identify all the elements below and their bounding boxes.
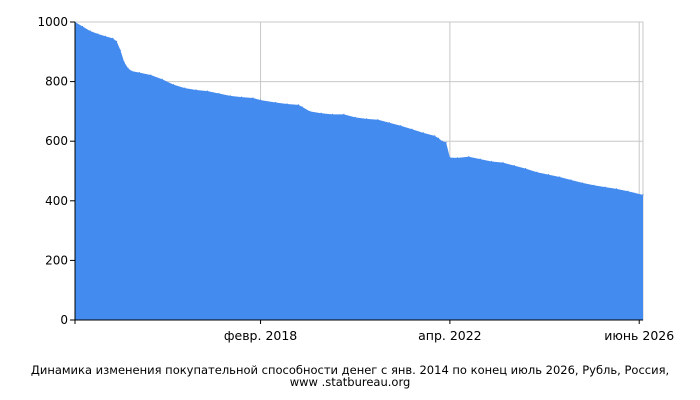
data-point bbox=[297, 104, 300, 106]
data-point bbox=[581, 182, 584, 184]
data-point bbox=[97, 33, 99, 35]
data-point bbox=[441, 140, 443, 142]
data-point bbox=[627, 190, 629, 192]
chart-caption: Динамика изменения покупательной способн… bbox=[30, 363, 670, 389]
data-point bbox=[184, 87, 186, 89]
data-point bbox=[161, 78, 163, 80]
data-point bbox=[343, 113, 345, 115]
data-point bbox=[301, 106, 303, 108]
data-point bbox=[513, 165, 515, 167]
data-point bbox=[525, 168, 527, 170]
y-tick-label: 1000 bbox=[37, 15, 68, 29]
data-point bbox=[252, 97, 254, 99]
data-point bbox=[309, 110, 311, 112]
data-point bbox=[449, 156, 451, 159]
data-point bbox=[172, 83, 175, 86]
data-point bbox=[206, 90, 209, 92]
data-point bbox=[536, 171, 538, 173]
data-point bbox=[502, 162, 504, 164]
data-point bbox=[456, 157, 459, 159]
x-tick-label: апр. 2022 bbox=[418, 328, 482, 343]
data-point bbox=[119, 49, 122, 51]
data-point bbox=[422, 132, 424, 134]
data-point bbox=[445, 141, 447, 143]
data-point bbox=[437, 137, 440, 139]
y-tick-label: 0 bbox=[60, 313, 68, 327]
data-point bbox=[615, 188, 618, 190]
data-point bbox=[241, 96, 243, 98]
data-point bbox=[354, 116, 356, 118]
data-point bbox=[642, 194, 644, 196]
data-point bbox=[377, 119, 379, 121]
area-series bbox=[75, 22, 643, 320]
data-point bbox=[468, 156, 470, 158]
data-point bbox=[593, 184, 595, 186]
data-point bbox=[286, 103, 288, 105]
data-point bbox=[81, 25, 84, 28]
data-point bbox=[116, 40, 118, 42]
x-tick-label: июнь 2026 bbox=[604, 328, 674, 343]
data-point bbox=[138, 72, 140, 74]
data-point bbox=[320, 112, 322, 114]
data-point bbox=[411, 128, 413, 130]
data-point bbox=[123, 61, 125, 63]
data-point bbox=[112, 37, 114, 39]
data-point bbox=[229, 95, 231, 97]
y-tick-label: 200 bbox=[45, 253, 68, 267]
data-point bbox=[479, 158, 481, 160]
data-point bbox=[275, 101, 277, 104]
data-point bbox=[365, 118, 368, 120]
y-tick-label: 600 bbox=[45, 134, 68, 148]
y-tick-label: 800 bbox=[45, 75, 68, 89]
y-tick-label: 400 bbox=[45, 194, 68, 208]
data-point bbox=[259, 99, 262, 101]
data-point bbox=[150, 74, 152, 76]
data-point bbox=[434, 135, 436, 137]
data-point bbox=[195, 89, 197, 91]
data-point bbox=[559, 176, 561, 178]
x-tick-label: февр. 2018 bbox=[224, 328, 297, 343]
data-point bbox=[331, 113, 334, 115]
data-point bbox=[104, 35, 106, 37]
data-point bbox=[218, 92, 220, 95]
data-point bbox=[131, 70, 133, 72]
data-point bbox=[388, 122, 390, 124]
data-point bbox=[89, 30, 91, 32]
data-point bbox=[604, 186, 606, 188]
data-point bbox=[570, 179, 572, 181]
data-point bbox=[490, 160, 493, 163]
data-point bbox=[547, 173, 549, 176]
data-point bbox=[127, 67, 129, 69]
data-point bbox=[400, 125, 402, 127]
